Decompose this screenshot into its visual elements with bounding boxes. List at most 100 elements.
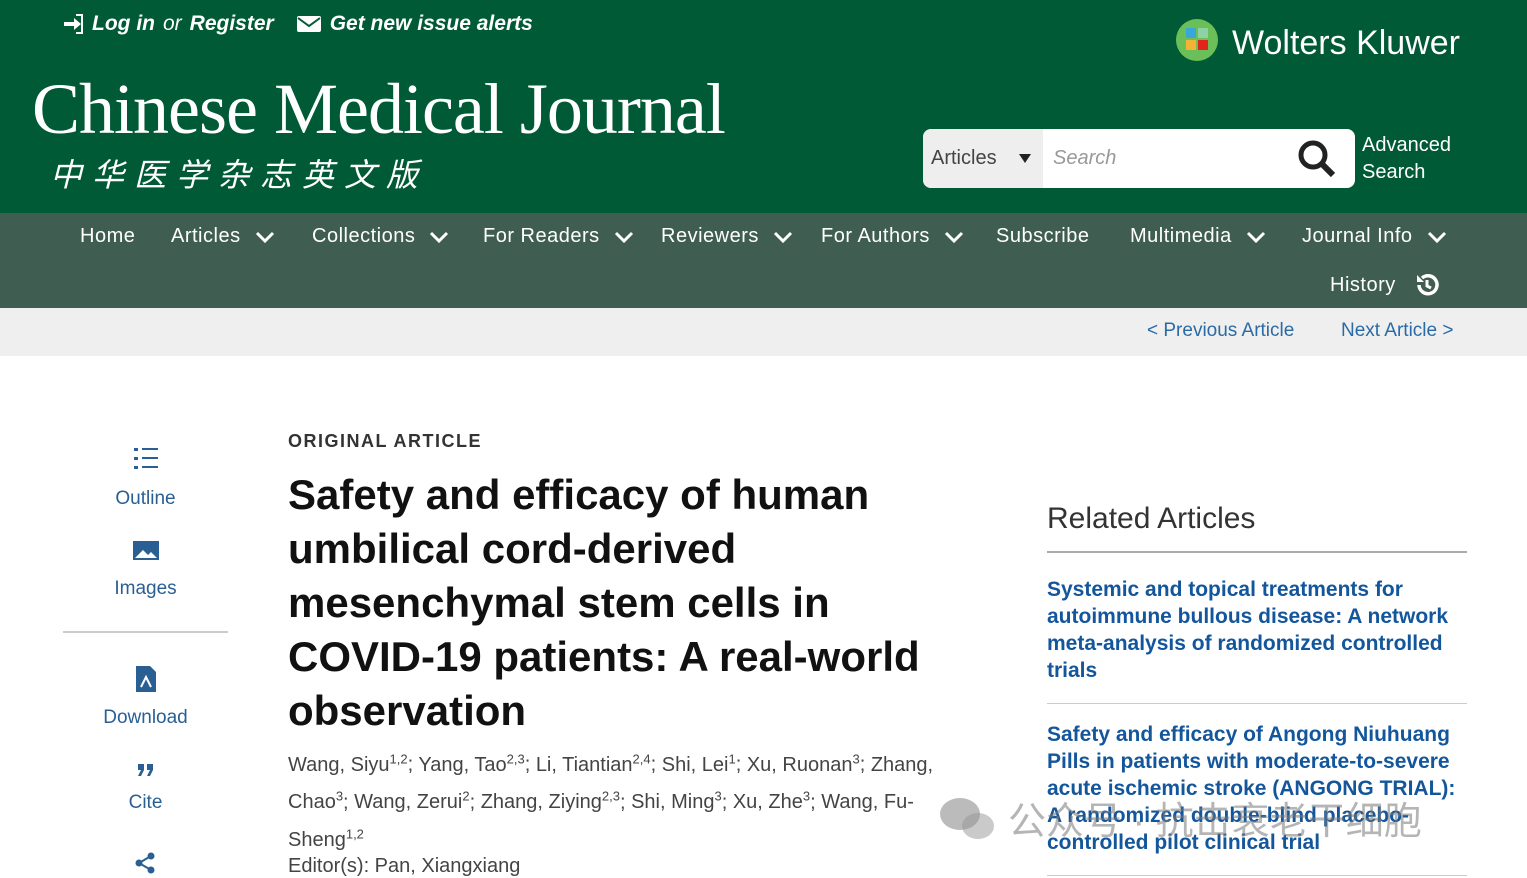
- header: Log in or Register Get new issue alerts …: [0, 0, 1527, 213]
- chevron: [614, 231, 633, 243]
- affiliation: 2,3: [601, 788, 620, 804]
- previous-article[interactable]: < Previous Article: [1147, 320, 1295, 341]
- author-name: Shi, Lei: [661, 753, 729, 776]
- nav-item[interactable]: Multimedia: [1130, 225, 1232, 247]
- history-icon: [1416, 273, 1439, 296]
- journal-title[interactable]: Chinese Medical Journal: [32, 69, 726, 149]
- nav-item[interactable]: For Authors: [821, 225, 930, 247]
- author[interactable]: Wang, Fu-Sheng1,2: [288, 791, 914, 851]
- outline-icon: [133, 448, 158, 469]
- author-separator: ;: [524, 753, 536, 776]
- history-link[interactable]: History: [1330, 273, 1396, 296]
- author-separator: ;: [650, 753, 662, 776]
- affiliation: 2,4: [632, 751, 651, 766]
- affiliation: 3: [335, 788, 344, 804]
- related-article[interactable]: Systemic and topical treatments for auto…: [1047, 578, 1449, 682]
- tool-label: Outline: [115, 488, 176, 509]
- author[interactable]: Shi, Lei1: [661, 751, 736, 776]
- author-separator: ;: [343, 791, 355, 814]
- wk-logo: [1176, 19, 1218, 61]
- nav-item[interactable]: Subscribe: [996, 225, 1090, 247]
- outline-tool[interactable]: Outline: [63, 446, 228, 510]
- affiliation: 2: [462, 788, 470, 804]
- search-box: Articles Search: [923, 129, 1355, 188]
- scope-arrow: [1018, 154, 1031, 163]
- nav-item[interactable]: Collections: [312, 225, 416, 247]
- author[interactable]: Yang, Tao2,3: [418, 751, 524, 776]
- nav-item[interactable]: Reviewers: [661, 225, 759, 247]
- related-article[interactable]: Safety and efficacy of Angong Niuhuang P…: [1047, 723, 1456, 854]
- related-heading: Related Articles: [1047, 502, 1256, 535]
- search-input[interactable]: Search: [1053, 147, 1117, 169]
- tool-label: Images: [114, 578, 177, 599]
- author-separator: ;: [407, 753, 419, 776]
- related-divider: [1047, 703, 1467, 704]
- article-pager: < Previous Article Next Article >: [0, 308, 1527, 356]
- author-name: Wang, Fu-Sheng: [288, 791, 914, 851]
- author-separator: ;: [859, 753, 871, 776]
- chevron: [1427, 231, 1446, 243]
- scope-label: Articles: [931, 147, 997, 169]
- author-name: Zhang, Chao: [288, 753, 934, 814]
- share-icon[interactable]: [135, 852, 157, 874]
- related-rule: [1047, 551, 1467, 553]
- download-icon: [135, 666, 156, 692]
- journal-title-cn: 中华医学杂志英文版: [50, 157, 429, 193]
- author-name: Wang, Siyu: [288, 753, 390, 776]
- author[interactable]: Li, Tiantian2,4: [535, 751, 651, 776]
- author[interactable]: Zhang, Ziying2,3: [481, 788, 620, 814]
- cite-tool[interactable]: Cite: [63, 760, 228, 814]
- or-text: or: [162, 12, 182, 35]
- author-name: Wang, Zerui: [354, 791, 463, 814]
- nav-item[interactable]: Journal Info: [1302, 225, 1413, 247]
- chevron: [255, 231, 274, 243]
- author[interactable]: Xu, Zhe3: [732, 789, 810, 814]
- author[interactable]: Wang, Zerui2: [354, 788, 470, 814]
- watermark: 公众号 · 抗击衰老干细胞: [938, 790, 1422, 845]
- author-name: Li, Tiantian: [535, 753, 633, 776]
- author-name: Xu, Ruonan: [746, 753, 853, 776]
- nav-item[interactable]: Articles: [171, 225, 241, 247]
- chevron: [1246, 231, 1265, 243]
- login-link[interactable]: Log in: [92, 12, 155, 35]
- author-separator: ;: [810, 791, 822, 814]
- main-nav: Home Articles Collections For Readers Re…: [0, 213, 1527, 308]
- article-title: Safety and efficacy of human umbilical c…: [288, 471, 920, 734]
- chevron: [430, 231, 449, 243]
- nav-item[interactable]: For Readers: [483, 225, 600, 247]
- author-separator: ;: [735, 753, 747, 776]
- download-tool[interactable]: Download: [63, 665, 228, 729]
- images-icon: [132, 541, 159, 560]
- publisher-name: Wolters Kluwer: [1232, 24, 1460, 62]
- alerts-link[interactable]: Get new issue alerts: [329, 12, 533, 35]
- cite-icon: [137, 764, 153, 776]
- register-link[interactable]: Register: [189, 12, 274, 35]
- author[interactable]: Zhang, Chao3: [288, 754, 933, 814]
- account-links: Log in or Register Get new issue alerts: [62, 12, 533, 36]
- tool-label: Cite: [128, 792, 163, 813]
- chevron: [944, 231, 963, 243]
- next-article[interactable]: Next Article >: [1341, 320, 1454, 341]
- author-separator: ;: [469, 791, 481, 814]
- author-name: Yang, Tao: [418, 753, 507, 776]
- search-scope[interactable]: Articles: [923, 129, 1043, 188]
- affiliation: 1,2: [389, 751, 408, 766]
- chevron: [773, 231, 792, 243]
- author-name: Xu, Zhe: [732, 791, 803, 814]
- tool-label: Download: [103, 707, 188, 728]
- login-icon: [64, 14, 83, 34]
- author-separator: ;: [619, 791, 632, 814]
- affiliation: 3: [714, 788, 722, 804]
- editor: Editor(s): Pan, Xiangxiang: [288, 855, 521, 877]
- affiliation: 3: [852, 751, 860, 766]
- author[interactable]: Shi, Ming3: [631, 788, 722, 814]
- search-button[interactable]: [1297, 139, 1337, 179]
- images-tool[interactable]: Images: [63, 540, 228, 600]
- advanced-search[interactable]: Advanced Search: [1362, 134, 1451, 183]
- author-name: Shi, Ming: [631, 791, 715, 814]
- nav-item[interactable]: Home: [80, 225, 136, 247]
- author[interactable]: Xu, Ruonan3: [746, 751, 860, 776]
- affiliation: 1,2: [345, 826, 364, 842]
- author[interactable]: Wang, Siyu1,2: [288, 751, 408, 776]
